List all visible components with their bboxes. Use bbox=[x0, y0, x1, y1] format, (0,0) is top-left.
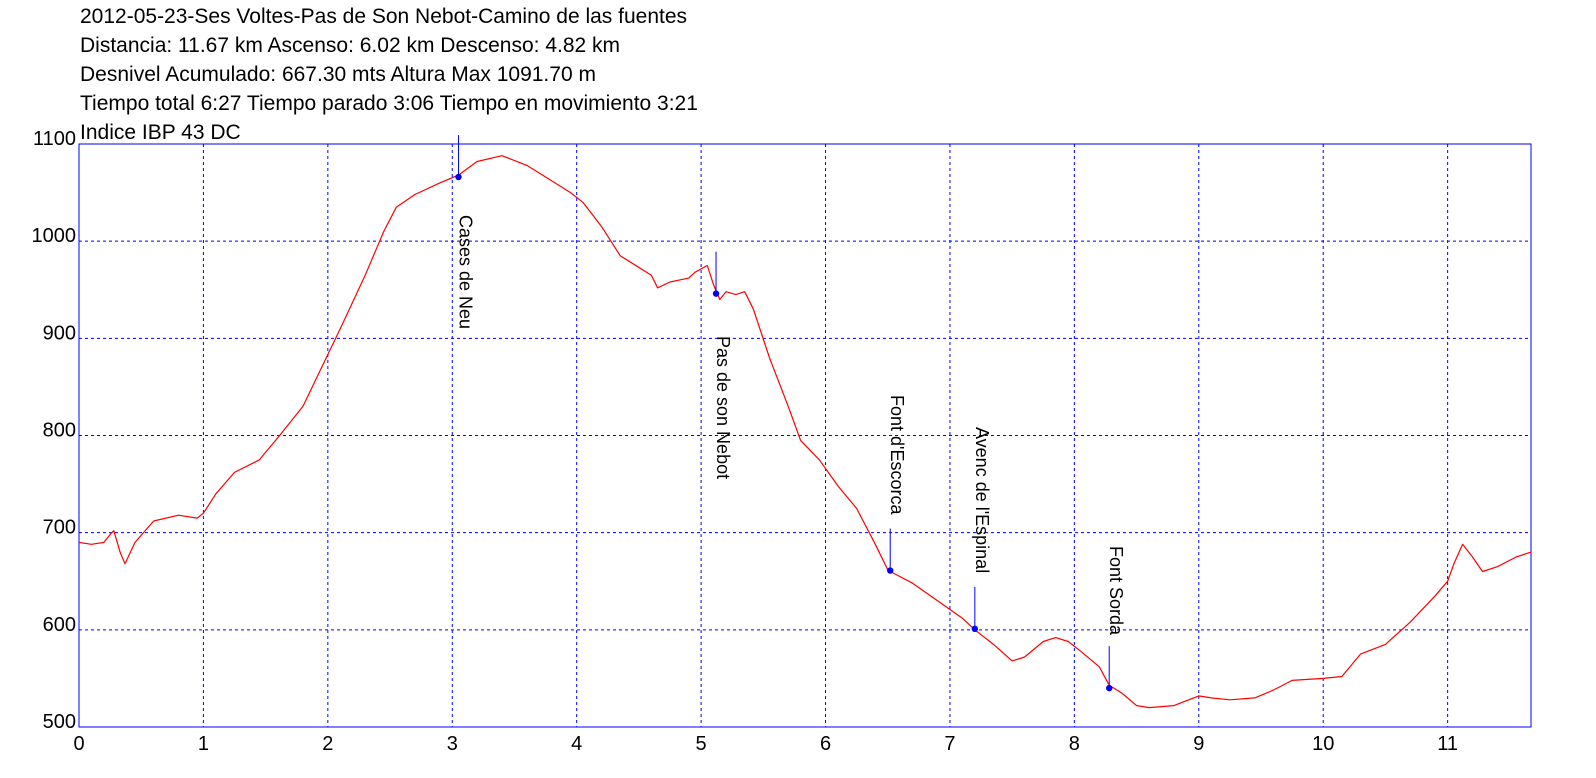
elevation-stats: Desnivel Acumulado: 667.30 mts Altura Ma… bbox=[80, 63, 596, 86]
waypoint-label: Cases de Neu bbox=[455, 215, 475, 329]
time-stats: Tiempo total 6:27 Tiempo parado 3:06 Tie… bbox=[80, 92, 698, 115]
waypoint-marker bbox=[712, 290, 720, 297]
annotation-layer: Cases de Neu Pas de son Nebot Font d'Escor… bbox=[455, 135, 1126, 692]
x-tick-label: 1 bbox=[198, 733, 209, 755]
x-tick-label: 9 bbox=[1193, 733, 1204, 755]
axis-layer: 0 1 2 3 4 5 6 7 8 9 10 11 500 600 700 800 900 1000 1100 bbox=[32, 128, 1532, 755]
grid-layer bbox=[79, 144, 1531, 727]
elevation-profile-line bbox=[78, 155, 1532, 709]
x-tick-label: 10 bbox=[1312, 733, 1334, 755]
plot-frame bbox=[78, 143, 1532, 728]
y-tick-label: 1000 bbox=[32, 225, 77, 247]
chart-header: 2012-05-23-Ses Voltes-Pas de Son Nebot-C… bbox=[80, 2, 698, 147]
x-tick-label: 4 bbox=[571, 733, 582, 755]
waypoint-marker bbox=[971, 625, 979, 633]
x-tick-label: 6 bbox=[820, 733, 831, 755]
x-tick-label: 0 bbox=[73, 733, 84, 755]
waypoint-label: Avenc de l'Espinal bbox=[972, 427, 992, 573]
waypoint-label: Pas de son Nebot bbox=[713, 336, 733, 479]
chart-title: 2012-05-23-Ses Voltes-Pas de Son Nebot-C… bbox=[80, 5, 688, 28]
waypoint-marker bbox=[1106, 684, 1113, 692]
x-tick-label: 2 bbox=[322, 733, 333, 755]
waypoint-label: Font Sorda bbox=[1106, 546, 1126, 636]
y-tick-label: 500 bbox=[43, 711, 76, 733]
y-tick-label: 900 bbox=[43, 322, 76, 344]
series-layer bbox=[78, 155, 1532, 709]
x-tick-label: 8 bbox=[1069, 733, 1080, 755]
x-tick-label: 11 bbox=[1437, 733, 1458, 755]
waypoint-label: Font d'Escorca bbox=[887, 395, 907, 515]
ibp-index: Indice IBP 43 DC bbox=[80, 121, 241, 144]
x-tick-label: 7 bbox=[944, 733, 955, 755]
y-tick-label: 700 bbox=[43, 517, 76, 539]
distance-stats: Distancia: 11.67 km Ascenso: 6.02 km Des… bbox=[80, 34, 621, 57]
x-tick-label: 5 bbox=[696, 733, 707, 755]
y-tick-label: 1100 bbox=[33, 128, 76, 150]
y-tick-label: 800 bbox=[43, 420, 76, 442]
y-tick-label: 600 bbox=[43, 614, 76, 636]
waypoint-marker bbox=[887, 567, 894, 574]
waypoint-marker bbox=[455, 173, 462, 181]
x-tick-label: 3 bbox=[447, 733, 458, 755]
